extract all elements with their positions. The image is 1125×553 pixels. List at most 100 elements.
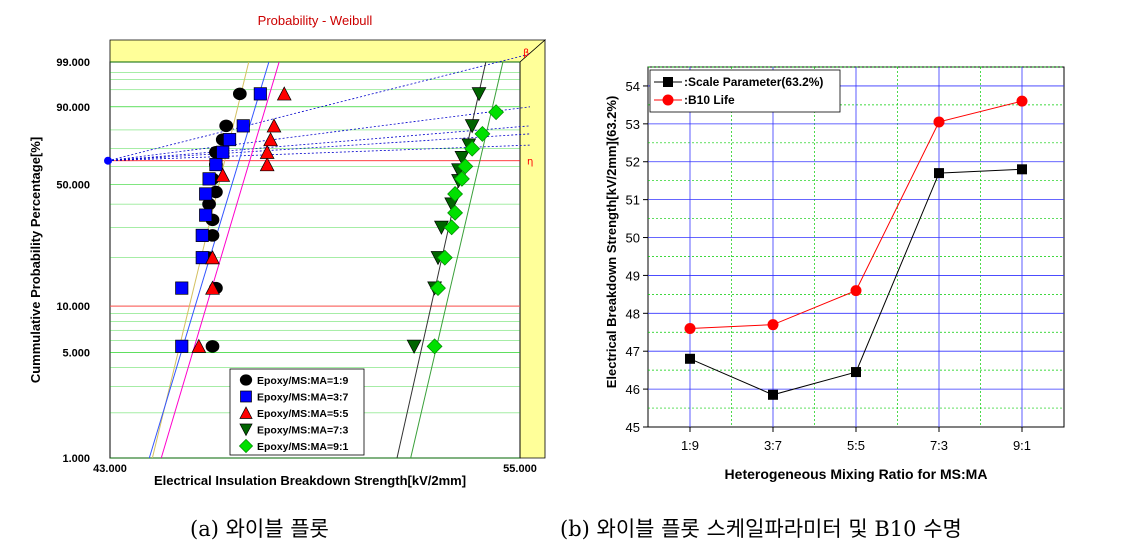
- data-point-series-3: [215, 167, 231, 182]
- data-point-series-2: [175, 281, 189, 295]
- scale-parameter-chart: 45 46 47 48 49 50 51 52 53 54 1:9 3:7 5:5 7:3 9:1:Scal…: [604, 66, 1065, 482]
- series-point-1: [851, 367, 861, 378]
- series-point-2: [684, 322, 696, 334]
- data-point-series-2: [175, 339, 189, 353]
- y-tick-label: 47: [626, 344, 640, 359]
- series-point-2: [850, 285, 862, 297]
- x-axis-label: Electrical Insulation Breakdown Strength…: [154, 473, 466, 488]
- legend-marker-1: [239, 374, 253, 386]
- y-tick-label: 50: [626, 231, 640, 246]
- data-point-series-5: [426, 338, 443, 355]
- beta-slope-line: [107, 53, 531, 162]
- eta-pivot-point: [104, 156, 112, 165]
- data-point-series-3: [266, 118, 282, 133]
- data-point-series-2: [236, 119, 250, 133]
- eta-marker: η: [527, 157, 533, 168]
- legend-label-2: :B10 Life: [684, 93, 735, 107]
- data-point-series-2: [209, 158, 223, 172]
- series-point-1: [768, 389, 778, 400]
- legend: Epoxy/MS:MA=1:9 Epoxy/MS:MA=3:7 Epoxy/MS:M…: [229, 368, 365, 456]
- data-point-series-5: [436, 249, 453, 266]
- data-point-series-5: [453, 170, 470, 187]
- x-tick-label: 1:9: [681, 438, 699, 453]
- legend-label-5: Epoxy/MS:MA=9:1: [257, 441, 348, 453]
- data-point-series-4: [454, 151, 470, 166]
- data-point-series-3: [263, 132, 278, 147]
- x-tick-label: 9:1: [1013, 438, 1031, 453]
- legend-marker-1: [663, 77, 673, 87]
- data-point-series-5: [447, 204, 464, 221]
- legend-label-3: Epoxy/MS:MA=5:5: [257, 408, 348, 420]
- x-axis-label-b: Heterogeneous Mixing Ratio for MS:MA: [725, 466, 988, 482]
- x-tick-label: 43.000: [93, 463, 127, 475]
- data-point-series-2: [202, 172, 216, 186]
- series-point-1: [685, 353, 695, 364]
- beta-slope-line: [107, 133, 531, 162]
- y-tick-label: 50.000: [56, 179, 90, 191]
- legend-label-1: :Scale Parameter(63.2%): [684, 75, 823, 89]
- legend-box-b: [649, 69, 841, 113]
- series-point-2: [1016, 95, 1028, 107]
- data-point-series-3: [191, 338, 207, 353]
- y-tick-label: 48: [626, 306, 640, 321]
- fit-line-3: [160, 62, 280, 458]
- y-tick-label: 99.000: [56, 57, 90, 69]
- data-point-series-2: [195, 228, 209, 242]
- data-point-series-2: [216, 145, 230, 159]
- y-tick-label: 10.000: [56, 301, 90, 313]
- data-point-series-3: [259, 157, 275, 172]
- data-point-series-5: [443, 219, 460, 236]
- data-point-series-3: [205, 250, 220, 265]
- beta-slope-line: [107, 106, 531, 162]
- y-tick-label: 52: [626, 155, 640, 170]
- y-tick-label: 1.000: [62, 453, 90, 465]
- data-point-series-5: [464, 140, 481, 157]
- legend-label-4: Epoxy/MS:MA=7:3: [257, 425, 348, 437]
- series-point-2: [933, 116, 945, 128]
- series-point-1: [934, 168, 944, 179]
- y-axis-label: Cummulative Probability Percentage[%]: [28, 137, 43, 383]
- data-point-series-1: [205, 340, 220, 353]
- weibull-chart: η β Probability - Weibull 99.000 90.000 50.00…: [28, 13, 547, 488]
- legend-b: :Scale Parameter(63.2%) :B10 Life: [649, 69, 841, 113]
- data-point-series-5: [488, 104, 505, 121]
- y-tick-label: 54: [626, 79, 640, 94]
- x-tick-label: 5:5: [847, 438, 865, 453]
- caption-right: (b) 와이블 플롯 스케일파라미터 및 B10 수명: [560, 517, 962, 541]
- data-point-series-3: [259, 144, 275, 159]
- y-tick-label: 49: [626, 268, 640, 283]
- data-point-series-2: [199, 208, 213, 222]
- y-tick-label: 53: [626, 117, 640, 132]
- fit-line-5: [410, 62, 504, 458]
- legend-box: [229, 368, 365, 456]
- legend-marker-4: [239, 423, 253, 437]
- data-point-series-5: [457, 158, 474, 175]
- x-tick-label: 3:7: [764, 438, 782, 453]
- chart-title: Probability - Weibull: [258, 13, 373, 28]
- legend-label-1: Epoxy/MS:MA=1:9: [257, 375, 348, 387]
- beta-slope-line: [107, 125, 531, 162]
- legend-label-2: Epoxy/MS:MA=3:7: [257, 392, 348, 404]
- y-tick-label: 46: [626, 382, 640, 397]
- y-tick-label: 51: [626, 193, 640, 208]
- y-tick-label: 5.000: [62, 348, 90, 360]
- y-axis-label-b: Electrical Breakdown Strength[kV/2mm](63…: [604, 96, 619, 389]
- data-point-series-3: [276, 86, 292, 101]
- data-point-series-1: [232, 87, 247, 101]
- legend-marker-2: [240, 390, 252, 403]
- x-tick-label: 7:3: [930, 438, 948, 453]
- series-point-1: [1017, 164, 1027, 175]
- series-point-2: [767, 319, 779, 331]
- legend-marker-5: [238, 438, 254, 454]
- data-point-series-4: [406, 339, 422, 354]
- data-point-series-4: [471, 87, 487, 102]
- data-point-series-2: [199, 187, 213, 201]
- data-point-series-3: [205, 280, 220, 295]
- data-point-series-2: [223, 133, 237, 147]
- x-tick-label: 55.000: [503, 463, 537, 475]
- legend-marker-3: [239, 406, 253, 419]
- data-point-series-5: [447, 186, 464, 202]
- data-point-series-2: [253, 87, 267, 101]
- data-point-series-5: [430, 280, 446, 297]
- data-point-series-2: [195, 251, 209, 265]
